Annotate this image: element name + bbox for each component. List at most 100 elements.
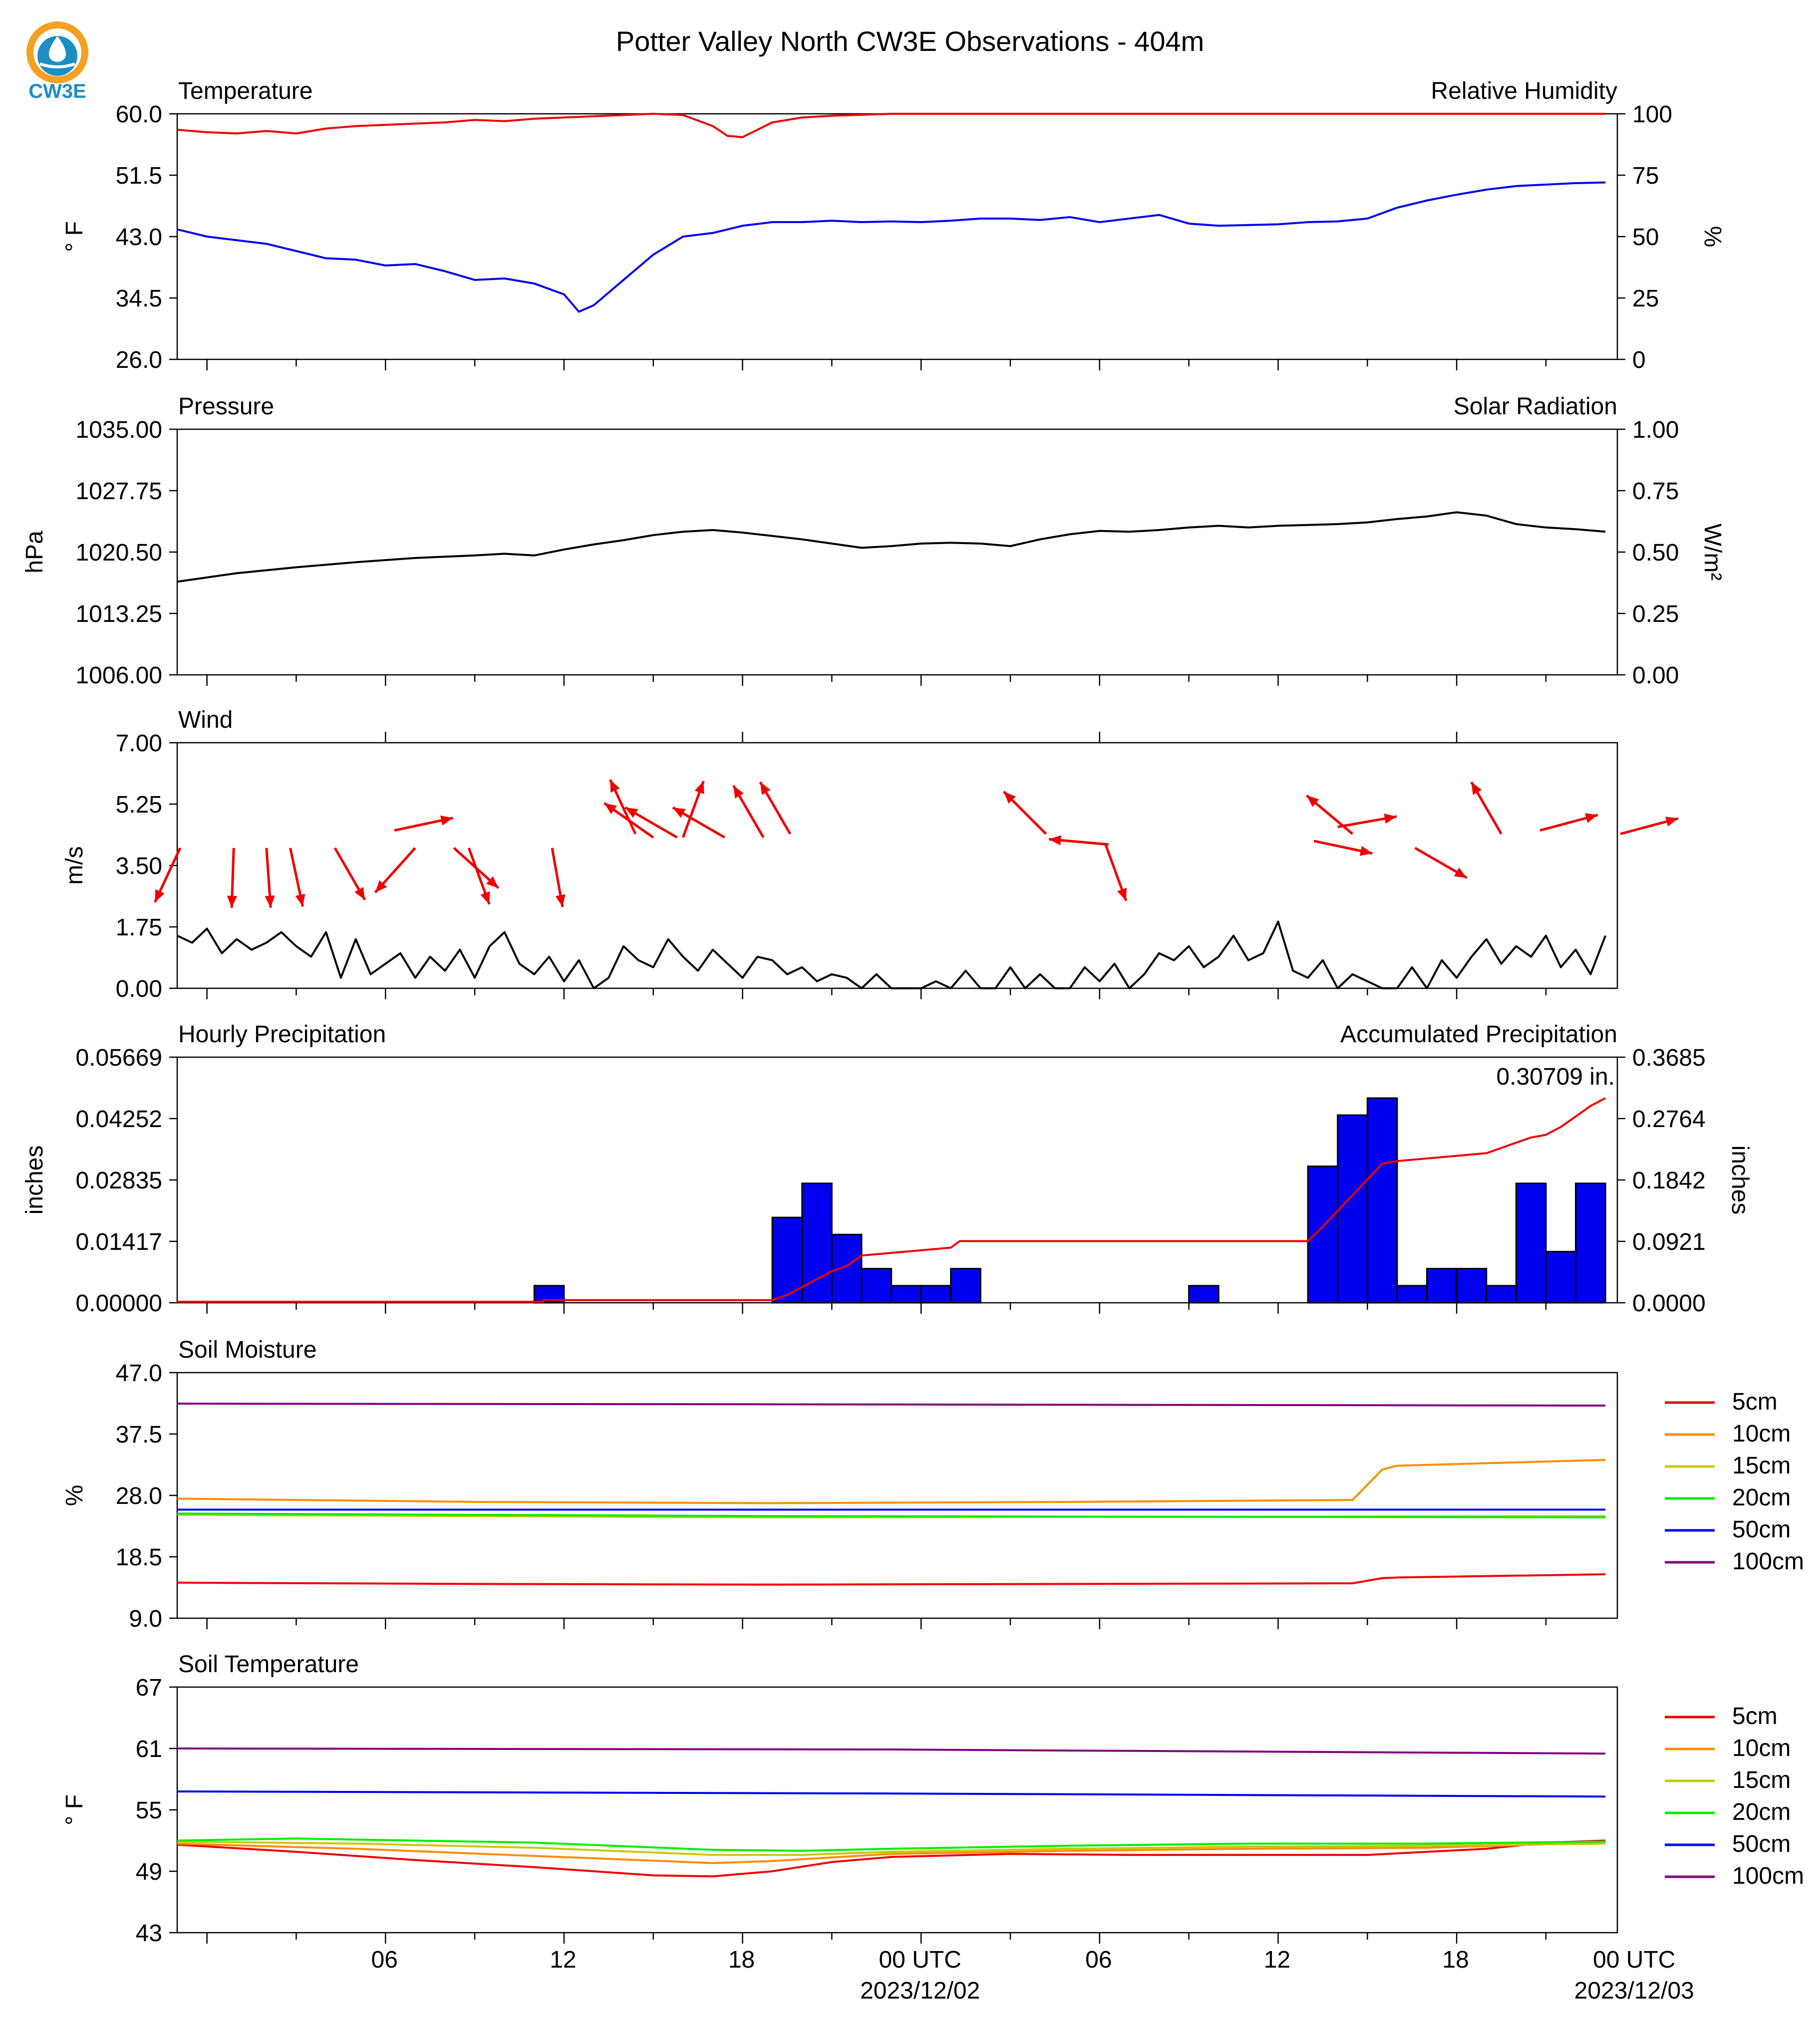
precip-bar [1545,1251,1577,1304]
wind-arrow-head [604,803,617,814]
precip-bar [1486,1285,1517,1304]
x-tick-label: 00 UTC [1593,1947,1675,1973]
cw3e-logo: CW3E [26,21,88,102]
y-tick-label-left: 1013.25 [75,601,162,627]
wind-arrow-head [1471,782,1482,795]
wind-arrow-head [155,889,165,902]
series-line-20cm [177,1837,1606,1852]
logo-text: CW3E [28,80,86,102]
y-tick-label-left: 18.5 [116,1544,162,1571]
precip-bar [1366,1097,1398,1304]
y-tick-label-left: 1020.50 [75,540,162,566]
wind-arrow-head [1665,817,1678,827]
y-axis-label-left: hPa [21,531,48,574]
x-tick-label: 06 [1085,1947,1112,1973]
y-tick-label-right: 0.0000 [1632,1290,1706,1317]
legend-label: 5cm [1732,1389,1778,1415]
panel-3: Wind 7.00 5.25 3.50 1.75 0.00 m/s [61,707,1679,1002]
y-tick-label-right: 50 [1632,224,1659,251]
series-line-20cm [177,1512,1606,1519]
y-axis-label-left: % [61,1485,88,1506]
y-tick-label-left: 0.01417 [75,1229,162,1255]
panel-title-left: Soil Temperature [178,1651,359,1678]
panel-title-right: Accumulated Precipitation [1340,1021,1617,1048]
plot-frame [176,742,1618,989]
panel-title-left: Soil Moisture [178,1337,316,1363]
y-tick-label-left: 43 [136,1920,162,1947]
x-tick-label: 06 [371,1947,398,1973]
panel-5: Soil Moisture 47.0 37.5 28.0 18.5 9.0% 5cm 10cm… [61,1337,1804,1632]
y-tick-label-left: 47.0 [116,1360,162,1387]
y-tick-label-left: 0.00 [116,976,162,1002]
y-tick-label-right: 0 [1632,347,1646,373]
y-tick-label-left: 7.00 [116,730,162,757]
y-tick-label-right: 25 [1632,286,1659,312]
y-tick-label-right: 0.2764 [1632,1106,1706,1133]
precip-bar [1575,1182,1606,1304]
y-tick-label-right: 0.75 [1632,478,1679,505]
y-tick-label-right: 100 [1632,101,1672,128]
wind-arrow-head [1585,813,1598,823]
x-date-label: 2023/12/02 [860,1978,980,2004]
y-axis-label-right: W/m² [1699,524,1726,581]
series-line-50cm [177,1790,1606,1798]
legend-label: 50cm [1732,1516,1791,1543]
legend-label: 10cm [1732,1421,1791,1447]
plot-frame [176,113,1618,360]
panel-title-left: Hourly Precipitation [178,1021,386,1048]
precip-bar [1456,1268,1488,1304]
x-tick-label: 12 [1264,1947,1290,1973]
y-tick-label-left: 26.0 [116,347,162,373]
x-tick-label: 18 [1442,1947,1469,1973]
y-tick-label-left: 37.5 [116,1422,162,1448]
series-line-pressure [177,511,1606,583]
series-line-5cm [177,1839,1606,1878]
y-tick-label-left: 28.0 [116,1483,162,1509]
y-tick-label-left: 55 [136,1797,162,1824]
series-line-wind [177,920,1607,989]
wind-arrow-head [265,895,275,908]
legend-label: 100cm [1732,1548,1804,1575]
series-line-100cm [177,1747,1606,1755]
y-tick-label-left: 9.0 [129,1606,162,1632]
precip-total-annotation: 0.30709 in. [1496,1064,1615,1090]
y-tick-label-left: 51.5 [116,163,162,189]
wind-arrow-head [480,891,490,904]
x-tick-label: 12 [550,1947,576,1973]
wind-arrow-head [694,781,704,794]
accumulated-precip-line [177,1097,1606,1303]
plot-frame [176,1372,1618,1619]
panel-title-right: Solar Radiation [1454,393,1617,420]
y-tick-label-left: 0.00000 [75,1290,162,1317]
precip-bar [831,1233,863,1304]
y-tick-label-left: 0.04252 [75,1106,162,1133]
legend-label: 100cm [1732,1863,1804,1889]
wind-arrow-head [1049,835,1061,846]
y-tick-label-left: 5.25 [116,792,162,818]
panels: Temperature Relative Humidity 60.0 51.5 43.0… [21,78,1804,2004]
y-tick-label-left: 67 [136,1675,162,1701]
wind-arrow-head [1384,814,1397,824]
panel-4: Hourly Precipitation Accumulated Precipit… [21,1021,1753,1317]
x-tick-label: 18 [728,1947,755,1973]
figure-title: Potter Valley North CW3E Observations - … [616,25,1205,57]
legend-label: 20cm [1732,1799,1791,1825]
y-tick-label-left: 1027.75 [75,478,162,505]
precip-bar [891,1285,922,1304]
wind-arrow-head [760,782,771,795]
panel-6: Soil Temperature 67 61 55 49 43 ° F 5cm 10cm 15cm… [61,1651,1804,1947]
y-tick-label-right: 75 [1632,163,1659,189]
wind-arrow-head [486,876,499,888]
wind-arrow-head [555,894,566,907]
y-tick-label-left: 34.5 [116,286,162,312]
precip-bar [950,1268,981,1304]
precip-bar [920,1285,952,1304]
panel-1: Temperature Relative Humidity 60.0 51.5 43.0… [61,78,1726,373]
precip-bar [861,1268,893,1304]
y-tick-label-left: 49 [136,1859,162,1885]
y-axis-label-left: inches [21,1146,48,1215]
wind-arrow-head [375,880,387,893]
y-axis-label-right: inches [1727,1146,1753,1215]
wind-arrow-head [227,895,238,908]
